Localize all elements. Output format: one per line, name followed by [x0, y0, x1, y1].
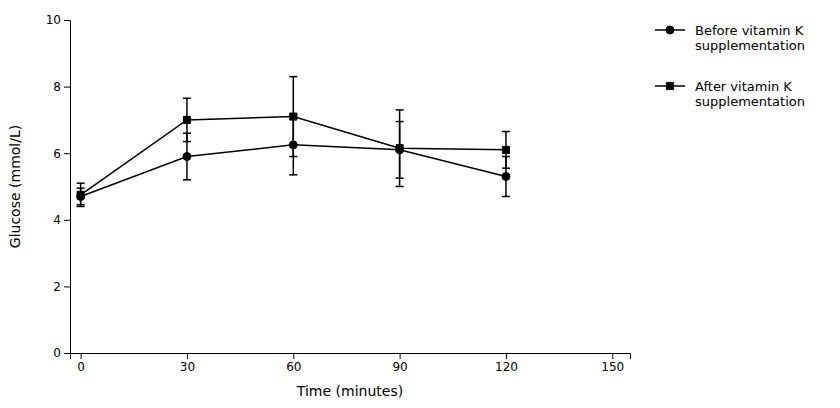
error-bar-cap [502, 196, 510, 198]
point [183, 153, 191, 161]
tick: 2 [53, 280, 70, 294]
error-bar-cap [183, 98, 191, 100]
tick: 4 [53, 213, 70, 227]
tick-mark [64, 87, 70, 88]
tick: 30 [180, 353, 195, 374]
tick: 60 [286, 353, 301, 374]
tick-mark [187, 353, 188, 359]
tick-mark [506, 353, 507, 359]
point [77, 191, 84, 198]
legend-marker [666, 26, 674, 34]
error-bar [183, 98, 191, 141]
error-bar-cap [289, 76, 297, 78]
tick-mark [64, 20, 70, 21]
x-axis-title: Time (minutes) [296, 383, 403, 399]
error-bar-cap [396, 109, 404, 111]
error-bar-cap [289, 156, 297, 158]
tick-label: 120 [495, 360, 518, 374]
legend-label: Before vitamin Ksupplementation [695, 23, 805, 54]
error-bar-cap [77, 182, 85, 184]
tick: 120 [495, 353, 518, 374]
error-bar [396, 110, 404, 187]
tick-label: 30 [180, 360, 195, 374]
axis-line [71, 354, 631, 360]
series [77, 77, 510, 207]
error-bar-cap [502, 131, 510, 133]
tick-label: 6 [53, 147, 61, 161]
tick-mark [64, 220, 70, 221]
tick-mark [81, 353, 82, 359]
tick-label: 0 [77, 360, 85, 374]
y-axis-title: Glucose (mmol/L) [7, 125, 23, 248]
y-axis: 0 2 4 6 8 10 [46, 13, 71, 360]
error-bar [289, 77, 297, 157]
tick: 6 [53, 147, 70, 161]
tick-mark [64, 353, 70, 354]
legend: Before vitamin Ksupplementation After vit… [655, 23, 805, 110]
chart: 0 30 60 90 120 150 0 2 4 6 8 10 Time (minutes) Glucos… [0, 0, 840, 408]
x-axis: 0 30 60 90 120 150 [71, 353, 631, 374]
legend-marker [666, 82, 673, 89]
tick: 0 [53, 346, 70, 360]
tick: 90 [392, 353, 407, 374]
error-bar-cap [77, 206, 85, 208]
tick-label: 60 [286, 360, 301, 374]
error-bar-cap [183, 141, 191, 143]
tick-label: 4 [53, 213, 61, 227]
legend-item: After vitamin Ksupplementation [655, 79, 805, 110]
error-bar [502, 132, 510, 169]
error-bar-cap [289, 174, 297, 176]
point [396, 145, 403, 152]
axis-line [64, 21, 71, 354]
tick-label: 2 [53, 280, 61, 294]
point [183, 116, 190, 123]
tick: 0 [77, 353, 85, 374]
tick: 8 [53, 80, 70, 94]
legend-item: Before vitamin Ksupplementation [655, 23, 805, 54]
tick: 10 [46, 13, 70, 27]
tick-label: 0 [53, 346, 61, 360]
error-bar [77, 183, 85, 206]
tick-label: 10 [46, 13, 61, 27]
tick: 150 [601, 353, 624, 374]
tick-label: 90 [392, 360, 407, 374]
plot-area: 0 30 60 90 120 150 0 2 4 6 8 10 [46, 13, 631, 373]
point [502, 146, 509, 153]
marks [77, 77, 510, 207]
tick-mark [612, 353, 613, 359]
error-bar-cap [396, 186, 404, 188]
tick-label: 8 [53, 80, 61, 94]
error-bar-cap [183, 179, 191, 181]
tick-mark [293, 353, 294, 359]
error-bar-cap [502, 167, 510, 169]
tick-mark [64, 286, 70, 287]
tick-label: 150 [601, 360, 624, 374]
point [290, 113, 297, 120]
point [502, 173, 510, 181]
tick-mark [64, 153, 70, 154]
legend-label: After vitamin Ksupplementation [695, 79, 805, 110]
tick-mark [400, 353, 401, 359]
